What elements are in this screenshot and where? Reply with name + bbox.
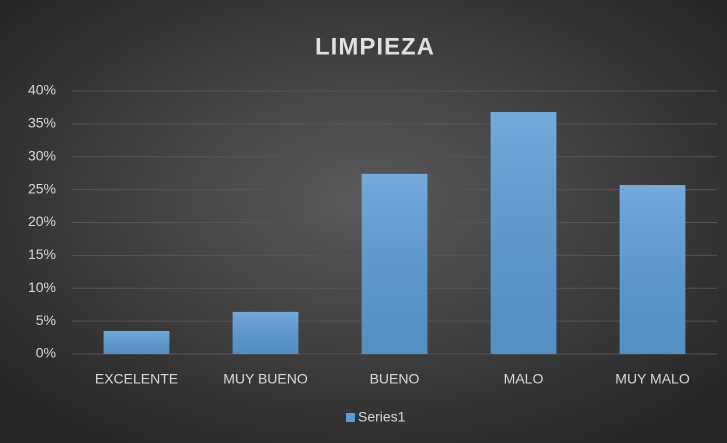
y-tick-label: 25% (28, 180, 56, 196)
y-tick-label: 15% (28, 246, 56, 262)
x-tick-label: MALO (504, 371, 544, 387)
legend-label: Series1 (358, 409, 406, 425)
x-tick-label: BUENO (370, 371, 420, 387)
y-tick-label: 30% (28, 147, 56, 163)
chart-title: LIMPIEZA (315, 33, 435, 60)
bar (361, 173, 428, 354)
y-tick-label: 5% (36, 312, 56, 328)
bar (103, 330, 170, 354)
bar (490, 112, 557, 354)
x-tick-label: EXCELENTE (95, 371, 178, 387)
y-tick-label: 40% (28, 82, 56, 98)
bar (619, 185, 686, 354)
y-tick-label: 0% (36, 345, 56, 361)
y-tick-label: 20% (28, 213, 56, 229)
bar (232, 311, 299, 354)
x-tick-label: MUY MALO (615, 371, 690, 387)
y-tick-label: 35% (28, 115, 56, 131)
legend-swatch (346, 413, 355, 422)
y-tick-label: 10% (28, 279, 56, 295)
x-tick-label: MUY BUENO (223, 371, 308, 387)
